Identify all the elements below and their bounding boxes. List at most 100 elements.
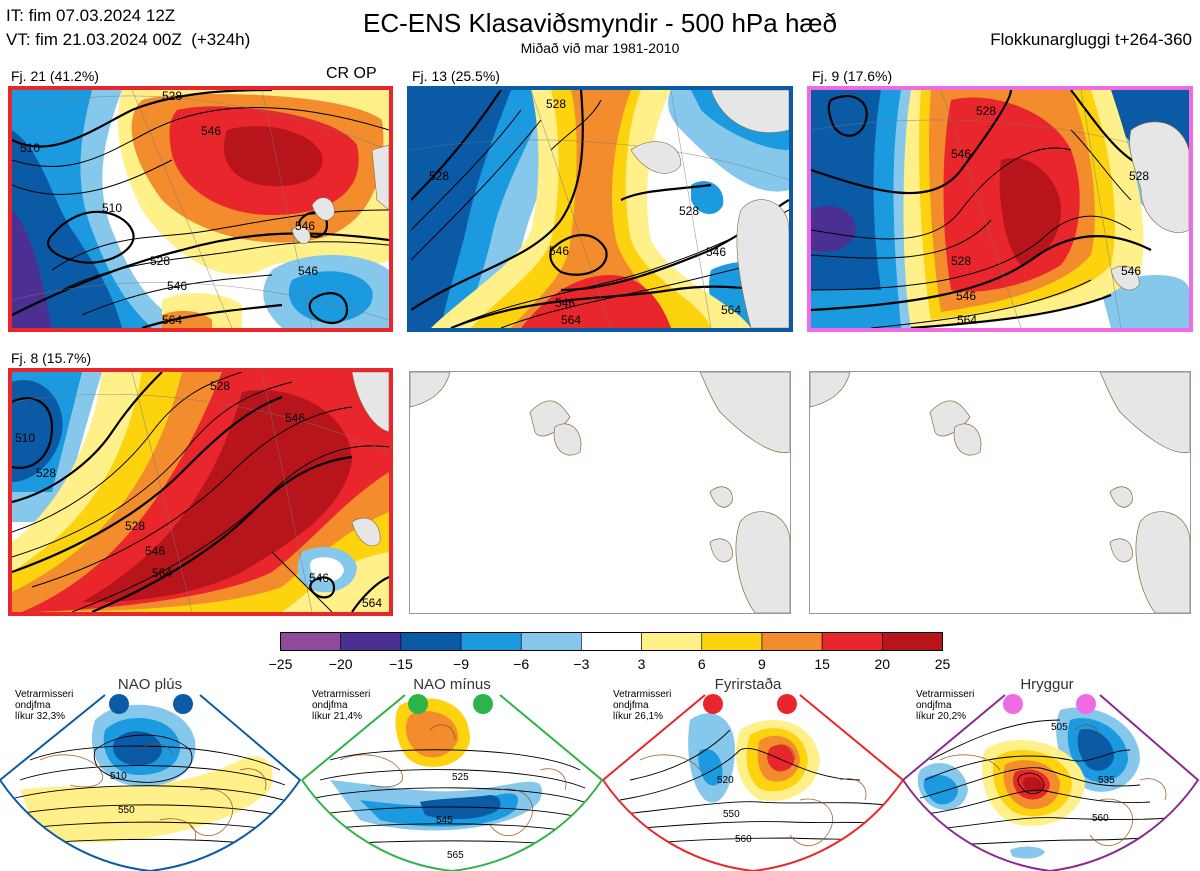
regime-map-nao-minus: 525 545 565 (302, 695, 602, 871)
valid-time: VT: fim 21.03.2024 00Z (+324h) (6, 30, 251, 49)
cluster-4-contour-label: 564 (362, 596, 382, 610)
cluster-4-contour-label: 528 (36, 466, 56, 480)
colorbar-swatch (520, 632, 582, 651)
colorbar-swatch (641, 632, 703, 651)
regime-3-contour-label: 520 (717, 775, 734, 786)
cluster-2-contour-label: 528 (546, 97, 566, 111)
regime-dot-blocking-right (777, 694, 797, 714)
regime-4-contour-label: 505 (1051, 722, 1068, 733)
cluster-map-1: 510 510 528 528 546 546 546 546 564 (8, 86, 393, 332)
regime-dot-nao-minus-left (408, 694, 428, 714)
cluster-4-contour-label: 510 (15, 431, 35, 445)
regime-2-contour-label: 565 (447, 850, 464, 861)
regime-note-1: Vetrarmisseri ondjfma líkur 32,3% (15, 689, 74, 722)
cluster-2-contour-label: 564 (721, 303, 741, 317)
cluster-1-contour-label: 546 (201, 124, 221, 138)
regime-3-contour-label: 560 (735, 834, 752, 845)
cluster-4-contour-label: 546 (285, 411, 305, 425)
colorbar-tick-label: 20 (874, 656, 891, 672)
cluster-3-contour-label: 528 (951, 254, 971, 268)
colorbar-swatch (340, 632, 402, 651)
regime-title-nao-minus: NAO mínus (413, 676, 491, 693)
regime-note-4: Vetrarmisseri ondjfma líkur 20,2% (916, 689, 975, 722)
colorbar-tick-label: 25 (934, 656, 951, 672)
regime-1-contour-label: 550 (118, 805, 135, 816)
regime-map-nao-plus: 510 550 (0, 695, 300, 871)
colorbar-swatch (761, 632, 823, 651)
cluster-label-4: Fj. 8 (15.7%) (11, 350, 92, 366)
cluster-3-contour-label: 546 (956, 289, 976, 303)
colorbar-swatch (280, 632, 341, 651)
cluster-3-contour-label: 564 (957, 313, 977, 327)
colorbar-tick-label: 6 (697, 656, 706, 672)
cluster-1-contour-label: 510 (20, 141, 40, 155)
regime-dot-ridge-right (1076, 694, 1096, 714)
regime-4-contour-label: 560 (1092, 813, 1109, 824)
initial-time: IT: fim 07.03.2024 12Z (6, 6, 176, 25)
colorbar-tick-label: 15 (814, 656, 830, 672)
regime-1-contour-label: 510 (110, 771, 127, 782)
regime-2-contour-label: 525 (452, 772, 469, 783)
regime-3-contour-label: 550 (723, 809, 740, 820)
colorbar-tick-label: 3 (637, 656, 646, 672)
cluster-2-contour-label: 528 (679, 204, 699, 218)
regime-dot-nao-plus-right (173, 694, 193, 714)
colorbar-swatch (400, 632, 462, 651)
cluster-1-contour-label: 510 (102, 201, 122, 215)
cluster-2-contour-label: 528 (429, 169, 449, 183)
regime-note-3: Vetrarmisseri ondjfma líkur 26,1% (613, 689, 672, 722)
colorbar-tick-label: −9 (453, 656, 470, 672)
colorbar-tick-label: −20 (328, 656, 353, 672)
cluster-4-contour-label: 564 (152, 566, 172, 580)
cluster-4-contour-label: 546 (145, 544, 165, 558)
cluster-2-contour-label: 546 (555, 296, 575, 310)
colorbar-tick-label: −25 (268, 656, 293, 672)
regime-4-contour-label: 535 (1098, 775, 1115, 786)
cluster-4-contour-label: 546 (309, 571, 329, 585)
cluster-label-3: Fj. 9 (17.6%) (812, 68, 893, 84)
regime-title-nao-plus: NAO plús (117, 676, 183, 693)
cluster-1-contour-label: 528 (162, 90, 182, 103)
empty-map-6 (809, 371, 1191, 614)
cluster-1-contour-label: 546 (298, 264, 318, 278)
colorbar-tick-label: −3 (573, 656, 590, 672)
chart-title: EC-ENS Klasaviðsmyndir - 500 hPa hæð (363, 8, 837, 38)
cluster-label-1: Fj. 21 (41.2%) (11, 68, 99, 84)
cluster-2-contour-label: 546 (706, 245, 726, 259)
regime-dot-nao-plus-left (109, 694, 129, 714)
colorbar-tick-label: 9 (758, 656, 766, 672)
regime-maps: 510 550 525 545 565 (0, 694, 1200, 871)
cluster-3-contour-label: 528 (1129, 169, 1149, 183)
cluster-3-contour-label: 546 (951, 147, 971, 161)
classification-window: Flokkunargluggi t+264-360 (990, 30, 1192, 49)
cluster-1-contour-label: 546 (295, 219, 315, 233)
regime-note-2: Vetrarmisseri ondjfma líkur 21,4% (312, 689, 371, 722)
operational-label: CR OP (326, 65, 377, 82)
empty-map-5 (409, 371, 791, 614)
cluster-1-contour-label: 564 (162, 313, 182, 327)
cluster-label-2: Fj. 13 (25.5%) (412, 68, 500, 84)
regime-2-contour-label: 545 (436, 815, 453, 826)
regime-dot-nao-minus-right (473, 694, 493, 714)
cluster-map-2: 528 528 528 546 546 546 564 564 (407, 86, 793, 332)
regime-dot-blocking-left (703, 694, 723, 714)
colorbar-tick-label: −6 (513, 656, 530, 672)
cluster-3-contour-label: 528 (976, 104, 996, 118)
colorbar-tick-label: −15 (388, 656, 413, 672)
cluster-4-contour-label: 528 (210, 379, 230, 393)
cluster-1-contour-label: 528 (150, 254, 170, 268)
regime-map-blocking: 520 550 560 (603, 695, 903, 871)
cluster-map-4: 510 528 528 528 546 546 546 564 564 (8, 368, 393, 616)
colorbar-swatch (701, 632, 763, 651)
regime-map-ridge: 505 535 560 (903, 695, 1198, 871)
colorbar-swatch (460, 632, 522, 651)
cluster-2-contour-label: 546 (549, 244, 569, 258)
colorbar-swatch (581, 632, 642, 651)
regime-dot-ridge-left (1003, 694, 1023, 714)
colorbar-swatch (821, 632, 883, 651)
colorbar-swatch (882, 632, 943, 651)
header-times: IT: fim 07.03.2024 12Z VT: fim 21.03.2024… (6, 4, 250, 52)
cluster-4-contour-label: 528 (125, 519, 145, 533)
colorbar (280, 632, 943, 651)
regime-title-ridge: Hryggur (1020, 676, 1074, 693)
